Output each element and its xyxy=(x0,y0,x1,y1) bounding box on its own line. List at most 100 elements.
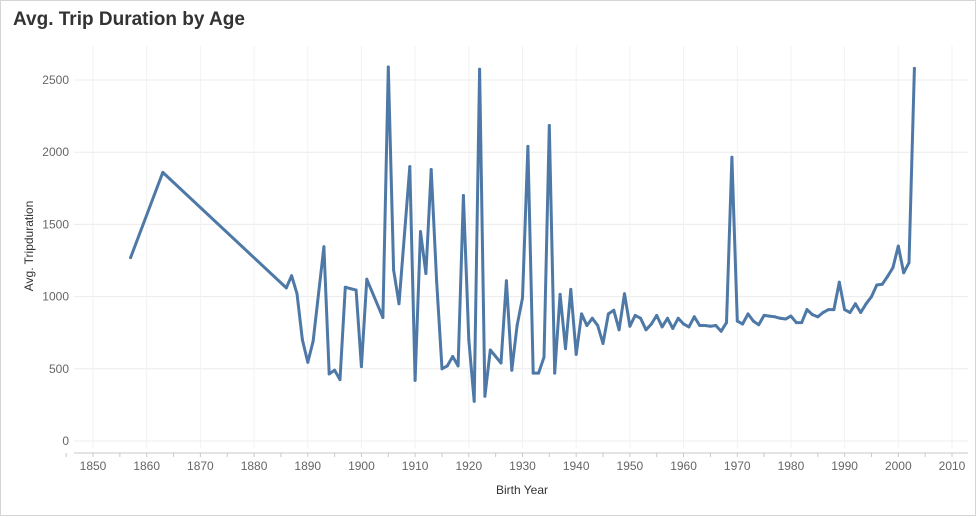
data-point xyxy=(499,361,503,365)
data-point xyxy=(510,368,514,372)
data-point xyxy=(483,394,487,398)
data-point xyxy=(580,312,584,316)
data-point xyxy=(429,168,433,171)
x-tick-label: 1890 xyxy=(294,459,321,473)
data-point xyxy=(547,124,551,127)
data-point xyxy=(472,399,476,403)
data-point xyxy=(440,367,444,371)
data-point xyxy=(682,322,686,326)
data-point xyxy=(746,312,750,316)
data-point xyxy=(623,292,626,296)
data-point xyxy=(660,325,664,329)
data-point xyxy=(338,378,342,382)
data-point xyxy=(784,317,788,321)
data-point xyxy=(698,324,702,327)
data-point xyxy=(735,319,739,323)
data-point xyxy=(359,365,363,369)
data-point xyxy=(848,311,852,314)
data-point xyxy=(655,313,659,317)
data-point xyxy=(413,378,417,382)
data-point xyxy=(762,313,766,317)
x-tick-label: 1910 xyxy=(402,459,429,473)
data-point xyxy=(886,274,890,278)
y-tick-label: 2500 xyxy=(42,73,69,87)
data-point xyxy=(837,280,841,284)
data-point xyxy=(408,165,412,169)
data-point xyxy=(730,155,734,159)
data-point xyxy=(300,338,304,342)
data-point xyxy=(504,279,508,283)
data-point xyxy=(392,268,396,272)
data-point xyxy=(284,286,288,290)
data-point xyxy=(349,287,353,291)
data-point xyxy=(821,311,825,314)
data-point xyxy=(768,314,771,318)
x-tick-label: 1980 xyxy=(778,459,805,473)
data-point xyxy=(419,230,422,234)
data-point xyxy=(424,272,428,275)
x-tick-label: 1860 xyxy=(133,459,160,473)
data-point xyxy=(666,316,669,320)
data-point xyxy=(853,302,857,306)
data-point xyxy=(719,329,723,333)
data-point xyxy=(129,256,133,260)
data-point xyxy=(800,321,804,325)
data-point xyxy=(778,316,782,320)
y-tick-label: 2000 xyxy=(42,145,69,159)
data-point xyxy=(816,315,820,319)
data-point xyxy=(601,342,605,345)
x-tick-label: 1920 xyxy=(455,459,482,473)
data-point xyxy=(875,283,879,287)
x-tick-label: 2010 xyxy=(939,459,966,473)
data-point xyxy=(832,308,836,312)
data-point xyxy=(649,322,653,326)
data-point xyxy=(461,194,465,197)
data-point xyxy=(467,338,471,342)
data-point xyxy=(327,372,331,376)
data-point xyxy=(703,324,707,327)
data-point xyxy=(515,324,519,327)
data-point xyxy=(343,285,347,289)
data-point xyxy=(864,302,868,306)
x-tick-label: 1880 xyxy=(241,459,268,473)
data-point xyxy=(397,302,401,306)
data-point xyxy=(596,324,600,327)
data-point xyxy=(290,274,294,278)
data-point xyxy=(564,347,567,351)
data-point xyxy=(907,261,911,265)
data-point xyxy=(606,312,610,316)
data-point xyxy=(322,245,326,249)
data-point xyxy=(639,316,643,320)
data-point xyxy=(354,288,358,292)
data-point xyxy=(295,292,299,296)
data-point xyxy=(590,316,594,320)
data-point xyxy=(628,324,632,328)
data-point xyxy=(478,67,482,71)
page-title: Avg. Trip Duration by Age xyxy=(13,9,245,30)
gridlines xyxy=(74,46,968,448)
data-point xyxy=(896,244,900,248)
data-point xyxy=(692,315,696,319)
data-point xyxy=(827,308,830,312)
x-tick-label: 1850 xyxy=(80,459,107,473)
data-point xyxy=(537,371,541,375)
y-axis: 0 500 1000 1500 2000 2500 xyxy=(42,73,69,448)
y-tick-label: 1000 xyxy=(42,290,69,304)
data-point xyxy=(676,316,680,320)
data-point xyxy=(757,323,761,327)
data-point xyxy=(542,355,546,359)
x-tick-label: 1900 xyxy=(348,459,375,473)
data-point xyxy=(612,308,616,312)
data-point xyxy=(687,325,691,329)
data-point xyxy=(306,360,310,364)
y-axis-label: Avg. Tripduration xyxy=(22,201,36,292)
x-tick-label: 2000 xyxy=(885,459,912,473)
data-point xyxy=(859,311,863,314)
data-point xyxy=(558,292,562,296)
data-point xyxy=(531,371,535,375)
y-tick-label: 500 xyxy=(49,362,69,376)
data-point xyxy=(574,352,578,356)
y-tick-label: 1500 xyxy=(42,217,69,231)
